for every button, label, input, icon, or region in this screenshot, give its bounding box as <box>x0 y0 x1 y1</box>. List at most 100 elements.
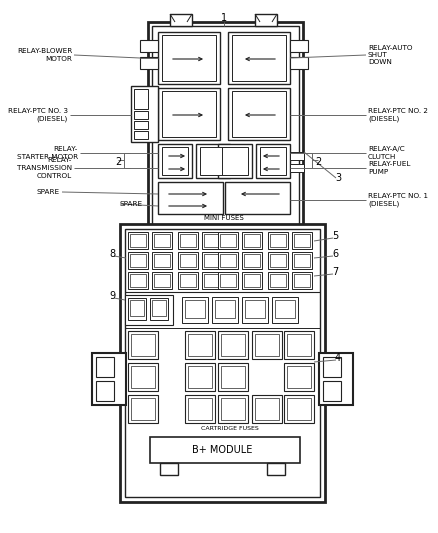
Bar <box>218 272 238 289</box>
Bar <box>160 463 178 475</box>
Text: MINI FUSES: MINI FUSES <box>204 215 244 221</box>
Bar <box>158 88 220 140</box>
Bar <box>202 252 222 269</box>
Bar <box>140 57 158 69</box>
Text: RELAY-BLOWER
MOTOR: RELAY-BLOWER MOTOR <box>17 49 72 62</box>
Bar <box>134 131 148 139</box>
Bar <box>221 366 245 388</box>
Bar <box>268 252 288 269</box>
Bar <box>125 295 173 325</box>
Bar <box>158 32 220 84</box>
Bar <box>120 224 325 502</box>
Bar <box>294 234 310 247</box>
Bar <box>128 298 146 320</box>
Bar <box>272 297 298 323</box>
Bar <box>255 398 279 420</box>
Bar <box>178 272 198 289</box>
Text: RELAY-A/C
CLUTCH: RELAY-A/C CLUTCH <box>368 146 405 160</box>
Bar <box>323 357 341 377</box>
Bar <box>162 35 216 81</box>
Text: 2: 2 <box>115 157 121 167</box>
Bar <box>188 334 212 356</box>
Text: 6: 6 <box>332 249 338 259</box>
Bar <box>178 232 198 249</box>
Bar <box>252 331 282 359</box>
Bar <box>162 91 216 137</box>
Bar <box>148 22 303 252</box>
Bar <box>232 35 286 81</box>
Bar <box>154 234 170 247</box>
Text: CARTRIDGE FUSES: CARTRIDGE FUSES <box>201 425 259 431</box>
Bar <box>270 234 286 247</box>
Bar <box>287 398 311 420</box>
Bar <box>244 234 260 247</box>
Text: 1: 1 <box>221 13 227 23</box>
Bar <box>152 252 172 269</box>
Text: RELAY-PTC NO. 1
(DIESEL): RELAY-PTC NO. 1 (DIESEL) <box>368 193 428 207</box>
Bar <box>131 86 158 142</box>
Bar <box>170 14 192 26</box>
Bar <box>125 229 320 497</box>
Bar <box>150 437 300 463</box>
Text: B+ MODULE: B+ MODULE <box>192 445 252 455</box>
Bar <box>196 144 230 178</box>
Bar <box>220 254 236 267</box>
Bar <box>244 274 260 287</box>
Text: SPARE: SPARE <box>37 189 60 195</box>
Text: RELAY-
TRANSMISSION
CONTROL: RELAY- TRANSMISSION CONTROL <box>17 157 72 179</box>
Text: SPARE: SPARE <box>120 201 143 207</box>
Bar <box>130 234 146 247</box>
Bar <box>162 147 188 175</box>
Text: RELAY-PTC NO. 3
(DIESEL): RELAY-PTC NO. 3 (DIESEL) <box>8 108 68 122</box>
Bar <box>220 274 236 287</box>
Bar <box>158 182 223 214</box>
Bar <box>218 144 252 178</box>
Bar <box>255 14 277 26</box>
Text: RELAY-AUTO
SHUT
DOWN: RELAY-AUTO SHUT DOWN <box>368 44 413 66</box>
Bar <box>290 164 304 172</box>
Bar <box>275 300 295 318</box>
Bar <box>260 147 286 175</box>
Bar <box>220 234 236 247</box>
Bar <box>134 89 148 109</box>
Bar <box>180 274 196 287</box>
Bar <box>188 398 212 420</box>
Bar <box>221 398 245 420</box>
Bar <box>130 274 146 287</box>
Bar <box>134 111 148 119</box>
Bar <box>152 26 299 248</box>
Bar <box>284 395 314 423</box>
Bar <box>128 232 148 249</box>
Bar <box>218 395 248 423</box>
Text: 9: 9 <box>109 291 115 301</box>
Bar <box>150 298 168 320</box>
Bar <box>134 121 148 129</box>
Bar <box>218 331 248 359</box>
Bar <box>270 254 286 267</box>
Bar <box>200 147 226 175</box>
Bar <box>140 40 158 52</box>
Bar <box>294 254 310 267</box>
Bar <box>204 234 220 247</box>
Text: RELAY-FUEL
PUMP: RELAY-FUEL PUMP <box>368 161 410 175</box>
Bar <box>292 252 312 269</box>
Text: 8: 8 <box>109 249 115 259</box>
Bar <box>152 272 172 289</box>
Bar <box>242 272 262 289</box>
Text: 5: 5 <box>332 231 338 241</box>
Bar <box>182 297 208 323</box>
Bar <box>218 232 238 249</box>
Bar <box>225 182 290 214</box>
Bar <box>292 272 312 289</box>
Bar <box>154 254 170 267</box>
Bar <box>242 252 262 269</box>
Bar <box>287 334 311 356</box>
Bar <box>154 274 170 287</box>
Bar <box>252 395 282 423</box>
Bar <box>244 254 260 267</box>
Bar <box>130 254 146 267</box>
Bar <box>290 152 304 160</box>
Text: RELAY-
STARTER MOTOR: RELAY- STARTER MOTOR <box>17 146 78 160</box>
Bar <box>96 381 114 401</box>
Text: 3: 3 <box>335 173 341 183</box>
